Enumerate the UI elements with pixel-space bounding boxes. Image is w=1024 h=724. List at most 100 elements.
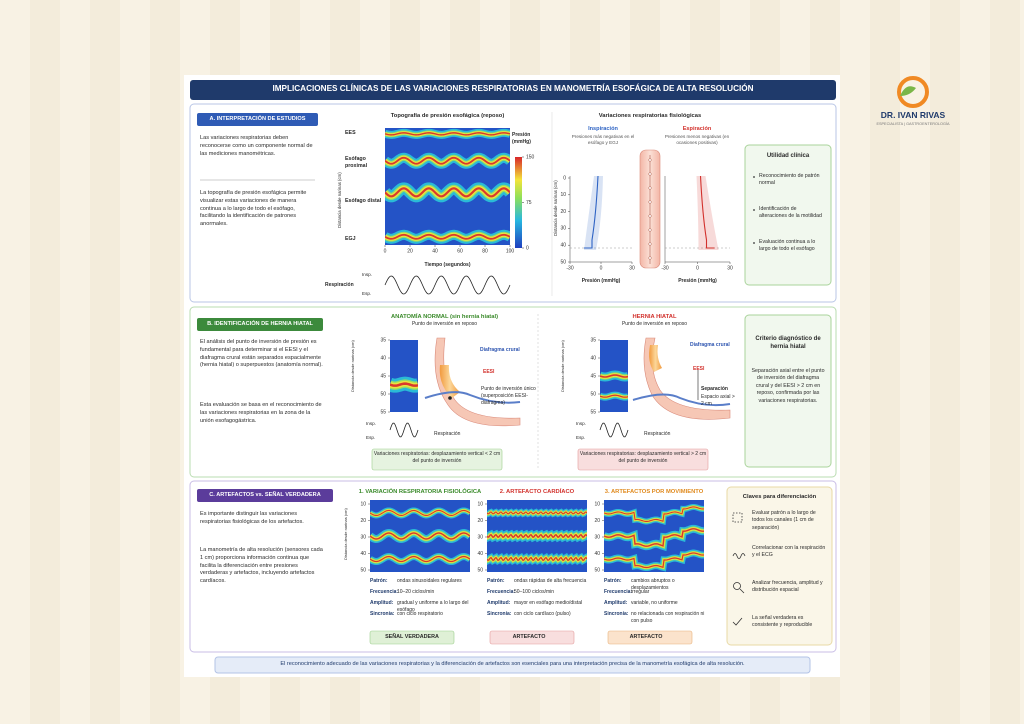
heat-band bbox=[390, 382, 418, 387]
axis-label: Distancia desde narinas (cm) bbox=[560, 340, 565, 392]
resp-label: Respiración bbox=[644, 431, 671, 437]
tick-label: 0 bbox=[600, 265, 603, 271]
heat-band bbox=[487, 556, 587, 562]
panel-note: Presiones menos negativas (en ocasiones … bbox=[664, 134, 730, 146]
detail-text: gradual y uniforme a lo largo del esófag… bbox=[397, 600, 469, 613]
section-heading: C. ARTEFACTOS vs. SEÑAL VERDADERA bbox=[209, 491, 321, 498]
tick-label: 40 bbox=[360, 551, 366, 557]
chart-title: Topografía de presión esofágica (reposo) bbox=[390, 113, 505, 119]
heat-band bbox=[600, 394, 628, 398]
detail-text: 50–100 ciclos/min bbox=[514, 589, 555, 595]
profile-line bbox=[584, 175, 599, 249]
tick-label: 75 bbox=[526, 200, 532, 206]
detail-label: Sincronía: bbox=[487, 611, 512, 617]
section-b bbox=[189, 306, 837, 478]
heat-band bbox=[370, 555, 470, 563]
badge bbox=[369, 630, 455, 645]
panel-subtitle: Punto de inversión en reposo bbox=[621, 321, 688, 327]
respiration-wave bbox=[389, 422, 419, 438]
panel-title: ANATOMÍA NORMAL (sin hernia hiatal) bbox=[390, 314, 499, 320]
list-item: La señal verdadera es consistente y repr… bbox=[752, 615, 813, 629]
panel-title: Espiración bbox=[682, 126, 712, 132]
section-heading: A. INTERPRETACIÓN DE ESTUDIOS bbox=[209, 115, 306, 122]
heat-band bbox=[604, 552, 704, 569]
region-label: EGJ bbox=[345, 236, 356, 242]
tick-label: 100 bbox=[506, 248, 515, 254]
tick-label: 10 bbox=[477, 501, 483, 507]
detail-text: 10–20 ciclos/min bbox=[397, 589, 435, 595]
tick-label: 10 bbox=[594, 501, 600, 507]
detail-text: ondas sinusoidales regulares bbox=[397, 578, 462, 584]
box-title: Criterio diagnóstico de hernia hiatal bbox=[755, 336, 821, 351]
utility-box bbox=[744, 144, 832, 286]
note: Variaciones respiratorias: desplazamient… bbox=[373, 451, 501, 464]
heat-band bbox=[604, 506, 704, 522]
panel-title: HERNIA HIATAL bbox=[632, 314, 677, 320]
section-a bbox=[189, 103, 837, 303]
tick-label: 40 bbox=[590, 355, 596, 361]
heat-band bbox=[370, 509, 470, 516]
tick-label: 20 bbox=[360, 518, 366, 524]
heat-band bbox=[487, 511, 587, 515]
axis-label: Distancia desde narinas (cm) bbox=[343, 508, 348, 560]
sensor bbox=[648, 186, 652, 190]
detail-label: Frecuencia: bbox=[370, 589, 399, 595]
tick-label: 0 bbox=[526, 245, 529, 251]
paragraph: Las variaciones respiratorias deben reco… bbox=[200, 135, 313, 157]
list-item: Correlacionar con la respiración y el EC… bbox=[752, 545, 826, 559]
panel-subtitle: Punto de inversión en reposo bbox=[411, 321, 478, 327]
tick-label: 45 bbox=[380, 373, 386, 379]
list-item: Evaluación continua a lo largo de todo e… bbox=[759, 239, 816, 253]
tick-label: 10 bbox=[360, 501, 366, 507]
resp-label: Insp. bbox=[362, 272, 372, 277]
footer-text: El reconocimiento adecuado de las variac… bbox=[280, 661, 745, 667]
detail-text: con ciclo respiratorio bbox=[397, 611, 443, 617]
tick-label: 55 bbox=[590, 409, 596, 415]
tick-label: 50 bbox=[477, 567, 483, 573]
note: Variaciones respiratorias: desplazamient… bbox=[579, 451, 707, 464]
heading-pill bbox=[197, 489, 333, 502]
sensor bbox=[648, 242, 652, 246]
axis-label: Distancia desde narinas (cm) bbox=[553, 180, 558, 236]
axis-label: Presión (mmHg) bbox=[678, 278, 717, 284]
tick-label: 30 bbox=[477, 534, 483, 540]
badge-label: ARTEFACTO bbox=[629, 634, 663, 640]
heading-pill bbox=[197, 318, 323, 331]
sensor bbox=[648, 200, 652, 204]
detail-label: Sincronía: bbox=[604, 611, 629, 617]
paragraph: Esta evaluación se basa en el reconocimi… bbox=[200, 402, 322, 424]
profile-band bbox=[584, 176, 603, 250]
resp-label: Respiración bbox=[325, 282, 354, 288]
heat-band bbox=[487, 533, 587, 539]
anatomy-label: Espacio axial > 2 cm bbox=[701, 394, 735, 407]
note-box bbox=[577, 448, 709, 471]
page-title: IMPLICACIONES CLÍNICAS DE LAS VARIACIONE… bbox=[272, 84, 754, 93]
logo-icon bbox=[900, 86, 916, 96]
box-title: Utilidad clínica bbox=[766, 153, 810, 159]
detail-label: Amplitud: bbox=[487, 600, 511, 606]
badge-label: ARTEFACTO bbox=[512, 634, 546, 640]
list-item: Identificación de alteraciones de la mot… bbox=[759, 206, 822, 220]
panel-title: 3. ARTEFACTOS POR MOVIMIENTO bbox=[604, 489, 704, 495]
tick-label: 50 bbox=[594, 567, 600, 573]
bullet bbox=[753, 209, 755, 211]
tick-label: 45 bbox=[590, 373, 596, 379]
anatomy-label: EESI bbox=[483, 369, 495, 375]
axis-label: Presión (mmHg) bbox=[581, 278, 621, 284]
tick-label: 50 bbox=[560, 259, 566, 265]
axis-label: Distancia desde narinas (cm) bbox=[350, 340, 355, 392]
tick-label: 40 bbox=[432, 248, 438, 254]
paragraph: La topografía de presión esofágica permi… bbox=[200, 190, 307, 228]
panel-note: Presiones más negativas en el esófago y … bbox=[571, 134, 635, 146]
region-label: Esófago proximal bbox=[345, 156, 368, 170]
tick-label: 10 bbox=[560, 192, 566, 198]
anatomy-label: Diafragma crural bbox=[480, 347, 520, 353]
heat-band bbox=[385, 132, 510, 136]
detail-label: Amplitud: bbox=[370, 600, 394, 606]
axis-label: Distancia desde narinas (cm) bbox=[337, 172, 342, 228]
anatomy-label: Diafragma crural bbox=[690, 342, 730, 348]
sensor bbox=[648, 158, 652, 162]
panel-title: Inspiración bbox=[588, 126, 618, 132]
